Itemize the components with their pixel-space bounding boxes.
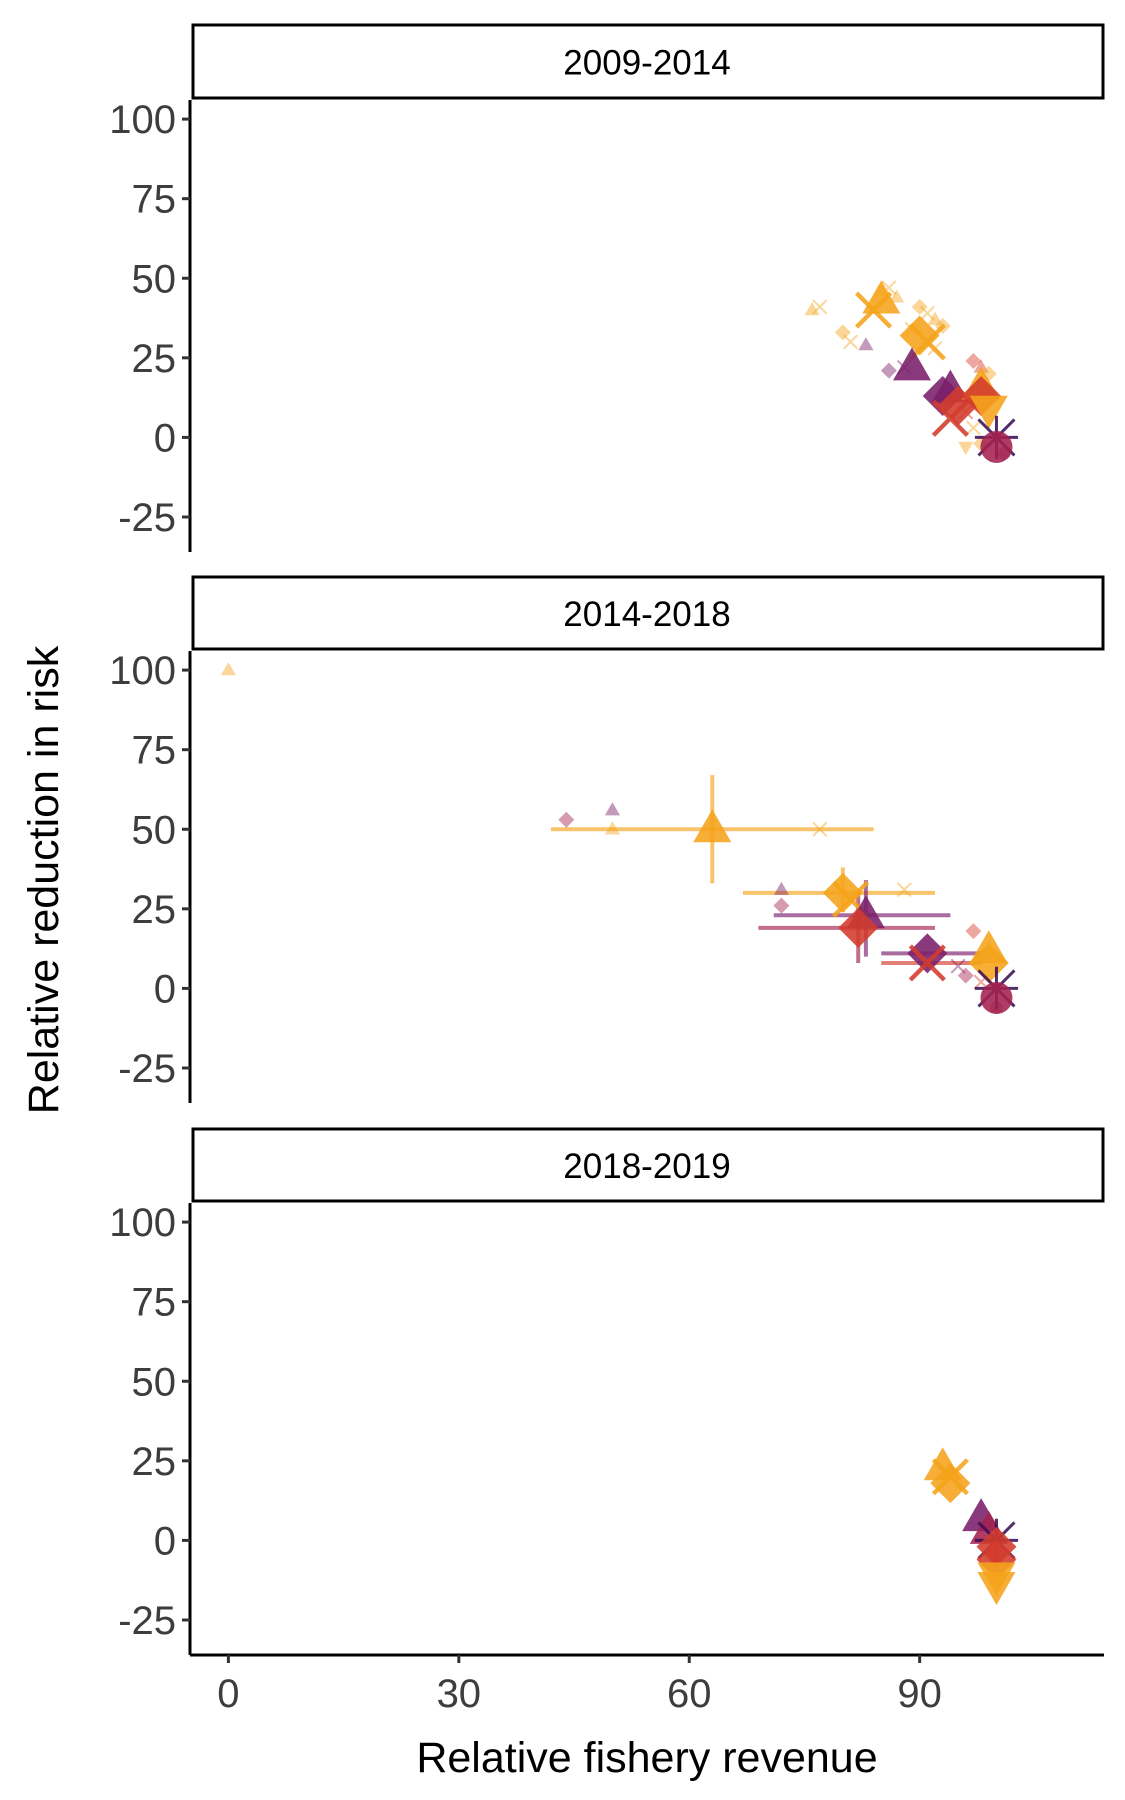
x-axis-title: Relative fishery revenue [416,1734,877,1782]
data-point [896,882,912,898]
data-point [911,298,928,315]
data-point [892,347,931,381]
y-tick-label: 50 [132,1360,177,1404]
data-point [965,923,982,940]
data-point [931,399,969,437]
data-point [220,662,237,676]
data-point [965,420,981,436]
data-point [604,821,621,835]
data-point [838,907,879,948]
x-tick-label: 90 [897,1672,942,1716]
facet-title: 2014-2018 [563,595,730,634]
data-point [855,291,893,329]
y-tick-label: 25 [132,1440,177,1484]
panel-2014-2018: 2014-2018 -25 0 25 50 75 100 [109,575,1105,1103]
data-point [930,1463,971,1504]
data-point [950,958,966,974]
panel-2018-2019: 2018-2019 -25 0 25 50 75 100 [109,1127,1105,1655]
y-tick-label: 25 [132,888,177,932]
data-point [693,809,732,843]
data-point [969,395,1008,429]
y-tick-label: 0 [154,967,176,1011]
data-point [858,337,874,351]
y-tick-label: -25 [118,1047,176,1091]
data-point [843,334,859,350]
y-tick-label: 100 [109,649,176,693]
data-point [604,802,621,816]
data-point [880,362,897,379]
data-point [980,981,1013,1014]
data-point [812,821,828,837]
panels: 2009-2014 -25 0 25 50 75 100 2014-2018 -25 0 25 50 7… [109,23,1105,1655]
y-tick-label: 0 [154,416,176,460]
y-tick-label: 100 [109,98,176,142]
data-point [957,967,974,984]
data-point [889,289,905,303]
y-tick-label: 75 [132,729,177,773]
y-tick-label: 50 [132,808,177,852]
x-tick-label: 0 [217,1672,239,1716]
y-tick-label: 75 [132,1281,177,1325]
data-point [958,441,974,455]
y-tick-label: 0 [154,1519,176,1563]
data-point [965,353,982,370]
facet-title: 2018-2019 [563,1147,730,1186]
facet-title: 2009-2014 [563,44,730,83]
x-tick-label: 60 [667,1672,712,1716]
data-point [973,359,989,373]
facet-strip [191,1127,1105,1203]
data-point [907,933,948,974]
data-point [558,811,575,828]
y-axis-title: Relative reduction in risk [20,645,68,1114]
data-point [977,1571,1016,1605]
y-tick-label: 25 [132,337,177,381]
data-point [908,323,946,361]
data-point [834,324,851,341]
facet-strip [191,575,1105,651]
y-tick-label: -25 [118,496,176,540]
panel-2009-2014: 2009-2014 -25 0 25 50 75 100 [109,23,1105,552]
data-point [968,942,1009,983]
data-point [919,305,935,321]
data-point [980,430,1013,463]
y-tick-label: 50 [132,257,177,301]
x-tick-label: 30 [437,1672,482,1716]
y-tick-label: -25 [118,1599,176,1643]
data-point [927,311,943,325]
data-point [804,302,820,316]
y-tick-label: 75 [132,178,177,222]
data-point [908,944,946,982]
y-tick-label: 100 [109,1201,176,1245]
data-point [773,897,790,914]
facet-strip [191,23,1105,100]
x-axis: 0 30 60 90 [190,1653,1104,1716]
data-point [812,299,828,315]
data-point [773,881,790,895]
